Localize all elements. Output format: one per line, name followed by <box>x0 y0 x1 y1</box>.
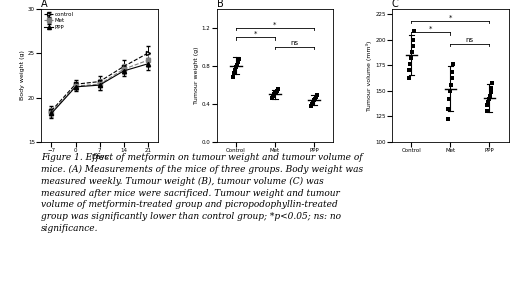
Text: Figure 1. Effect of metformin on tumour weight and tumour volume of
mice. (A) Me: Figure 1. Effect of metformin on tumour … <box>41 153 363 233</box>
Point <box>487 85 495 90</box>
Y-axis label: Tumour volume (mm³): Tumour volume (mm³) <box>366 40 373 111</box>
Y-axis label: Tumour weight (g): Tumour weight (g) <box>194 47 199 104</box>
Point <box>406 68 414 73</box>
Point <box>448 76 456 81</box>
Point <box>268 96 277 100</box>
Point <box>234 57 243 62</box>
Point <box>446 88 454 93</box>
X-axis label: Days: Days <box>91 154 108 160</box>
Point <box>311 97 319 101</box>
Point <box>311 95 320 100</box>
Point <box>449 62 457 66</box>
Text: C: C <box>392 0 399 9</box>
Point <box>232 65 240 69</box>
Point <box>445 97 453 101</box>
Text: *: * <box>273 22 277 28</box>
Text: A: A <box>41 0 48 9</box>
Point <box>444 117 452 122</box>
Point <box>273 86 282 91</box>
Point <box>444 107 452 112</box>
Text: ns: ns <box>290 40 299 46</box>
Point <box>407 56 415 60</box>
Point <box>308 101 316 106</box>
Point <box>231 67 239 72</box>
Point <box>409 37 417 42</box>
Point <box>313 93 321 98</box>
Point <box>486 89 494 94</box>
Point <box>229 75 237 80</box>
Point <box>269 94 277 99</box>
Point <box>410 29 418 34</box>
Text: B: B <box>216 0 223 9</box>
Point <box>409 43 417 48</box>
Point <box>271 91 279 96</box>
Point <box>408 49 416 54</box>
Point <box>307 103 316 108</box>
Point <box>234 60 242 65</box>
Point <box>406 62 414 66</box>
Text: *: * <box>254 31 257 37</box>
Point <box>273 88 281 93</box>
Legend: control, Met, PPP: control, Met, PPP <box>44 12 74 30</box>
Point <box>309 100 317 104</box>
Point <box>230 70 238 75</box>
Text: ns: ns <box>466 37 474 43</box>
Point <box>448 70 456 75</box>
Point <box>447 82 455 87</box>
Point <box>484 100 492 104</box>
Point <box>272 90 280 95</box>
Text: *: * <box>429 26 433 32</box>
Point <box>483 103 491 107</box>
Point <box>310 98 318 103</box>
Point <box>270 92 278 97</box>
Y-axis label: Body weight (g): Body weight (g) <box>20 51 25 100</box>
Point <box>486 93 494 98</box>
Point <box>488 80 496 85</box>
Point <box>485 97 493 101</box>
Point <box>405 76 413 81</box>
Point <box>483 109 491 114</box>
Text: *: * <box>449 15 452 21</box>
Point <box>233 62 241 67</box>
